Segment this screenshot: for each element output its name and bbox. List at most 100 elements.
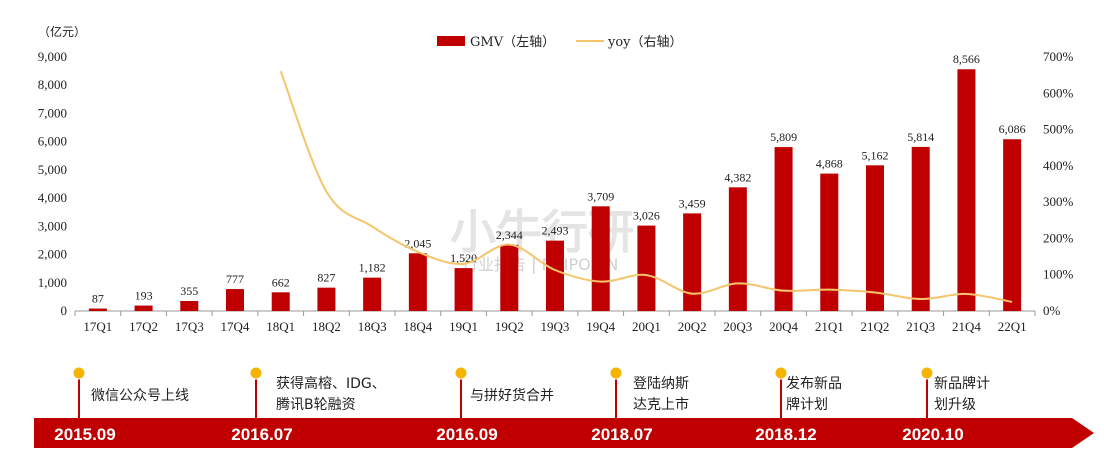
- gmv-bar: [88, 308, 107, 311]
- x-axis-tick-label: 19Q4: [586, 319, 615, 334]
- gmv-data-label: 8,566: [953, 52, 980, 66]
- x-axis-tick-label: 22Q1: [998, 319, 1027, 334]
- x-axis-tick-label: 19Q2: [495, 319, 524, 334]
- gmv-bar: [546, 240, 564, 311]
- x-axis-tick-label: 19Q1: [449, 319, 478, 334]
- gmv-bar: [363, 277, 382, 311]
- left-axis-tick: 6,000: [38, 134, 67, 149]
- timeline-marker: [774, 366, 788, 380]
- gmv-data-label: 3,026: [633, 209, 660, 223]
- gmv-bar: [500, 244, 519, 311]
- x-axis-tick-label: 17Q1: [83, 319, 112, 334]
- timeline-date: 2016.09: [436, 425, 497, 444]
- x-axis-tick-label: 18Q3: [358, 319, 387, 334]
- legend-gmv-swatch: [437, 36, 465, 46]
- left-axis-tick: 1,000: [38, 275, 67, 290]
- timeline-date: 2016.07: [231, 425, 292, 444]
- right-axis-tick: 200%: [1043, 230, 1074, 245]
- timeline-event-text: 达克上市: [633, 396, 689, 413]
- gmv-bar: [866, 165, 884, 311]
- x-axis-tick-label: 21Q2: [861, 319, 890, 334]
- gmv-data-label: 2,344: [496, 228, 523, 242]
- x-axis-tick-label: 21Q4: [952, 319, 981, 334]
- gmv-bar: [454, 268, 473, 311]
- gmv-bar: [820, 173, 839, 311]
- right-axis-tick: 600%: [1043, 85, 1074, 100]
- right-axis-tick: 700%: [1043, 49, 1074, 64]
- x-axis-tick-label: 21Q3: [906, 319, 935, 334]
- gmv-data-label: 662: [272, 275, 290, 289]
- timeline-event-text: 新品牌计: [934, 375, 990, 392]
- left-axis-tick: 8,000: [38, 77, 67, 92]
- right-axis-tick: 0%: [1043, 303, 1061, 318]
- x-axis-tick-label: 17Q4: [221, 319, 250, 334]
- x-axis-tick-label: 21Q1: [815, 319, 844, 334]
- right-axis-tick: 500%: [1043, 122, 1074, 137]
- gmv-bar: [408, 253, 427, 311]
- x-axis-tick-label: 18Q2: [312, 319, 341, 334]
- timeline-event-text: 登陆纳斯: [633, 376, 689, 392]
- gmv-data-label: 193: [135, 289, 153, 303]
- gmv-bar: [728, 187, 747, 311]
- left-axis-tick: 3,000: [38, 218, 67, 233]
- left-axis-tick: 4,000: [38, 190, 67, 205]
- gmv-bar: [180, 300, 199, 311]
- gmv-data-label: 1,182: [359, 261, 386, 275]
- right-axis-tick: 300%: [1043, 194, 1074, 209]
- right-axis-tick: 100%: [1043, 267, 1074, 282]
- timeline-event-text: 牌计划: [786, 396, 828, 413]
- gmv-bar: [226, 289, 244, 311]
- x-axis-tick-label: 19Q3: [541, 319, 570, 334]
- gmv-bar: [637, 225, 656, 311]
- gmv-data-label: 87: [92, 292, 104, 306]
- timeline-event-text: 获得高榕、IDG、: [276, 375, 386, 392]
- timeline-arrow: [34, 418, 1094, 448]
- left-axis-tick: 2,000: [38, 247, 67, 262]
- gmv-data-label: 3,709: [587, 189, 614, 203]
- x-axis-tick-label: 20Q3: [723, 319, 752, 334]
- gmv-data-label: 4,868: [816, 157, 843, 171]
- x-axis-tick-label: 20Q2: [678, 319, 707, 334]
- gmv-data-label: 2,493: [542, 224, 569, 238]
- right-axis-tick: 400%: [1043, 158, 1074, 173]
- timeline-marker: [454, 366, 468, 380]
- gmv-bar: [271, 292, 290, 311]
- left-axis-tick: 0: [61, 303, 68, 318]
- gmv-data-label: 827: [317, 271, 335, 285]
- legend-yoy-label: yoy（右轴）: [607, 35, 683, 50]
- x-axis-tick-label: 17Q2: [129, 319, 158, 334]
- timeline-marker: [609, 366, 623, 380]
- gmv-bar: [134, 305, 153, 311]
- gmv-data-label: 777: [226, 272, 244, 286]
- legend-gmv-label: GMV（左轴）: [470, 35, 555, 50]
- gmv-bar: [957, 69, 976, 311]
- x-axis-tick-label: 20Q4: [769, 319, 798, 334]
- timeline-event-text: 与拼好货合并: [470, 387, 554, 404]
- x-axis-tick-label: 20Q1: [632, 319, 661, 334]
- timeline-date: 2020.10: [902, 425, 963, 444]
- x-axis-tick-label: 18Q1: [266, 319, 295, 334]
- x-axis-tick-label: 17Q3: [175, 319, 204, 334]
- gmv-bar: [1003, 139, 1022, 311]
- gmv-data-label: 4,382: [724, 170, 751, 184]
- yoy-series-line: [279, 70, 1013, 303]
- gmv-data-label: 3,459: [679, 196, 706, 210]
- timeline-marker: [920, 366, 934, 380]
- gmv-data-label: 5,162: [862, 148, 889, 162]
- timeline-date: 2018.12: [755, 425, 816, 444]
- timeline-event-text: 微信公众号上线: [91, 388, 189, 404]
- gmv-data-label: 5,809: [770, 130, 797, 144]
- gmv-data-label: 6,086: [999, 122, 1026, 136]
- gmv-data-label: 2,045: [404, 236, 431, 250]
- milestone-timeline: 微信公众号上线 2015.09 获得高榕、IDG、腾讯B轮融资 2016.07 与拼好货…: [34, 366, 1094, 448]
- timeline-date: 2018.07: [591, 425, 652, 444]
- gmv-bar: [683, 213, 702, 311]
- timeline-date: 2015.09: [54, 425, 115, 444]
- left-axis-tick: 7,000: [38, 105, 67, 120]
- x-axis-tick-label: 18Q4: [403, 319, 432, 334]
- gmv-bar: [911, 146, 930, 311]
- gmv-bar: [317, 287, 336, 311]
- timeline-marker: [249, 366, 263, 380]
